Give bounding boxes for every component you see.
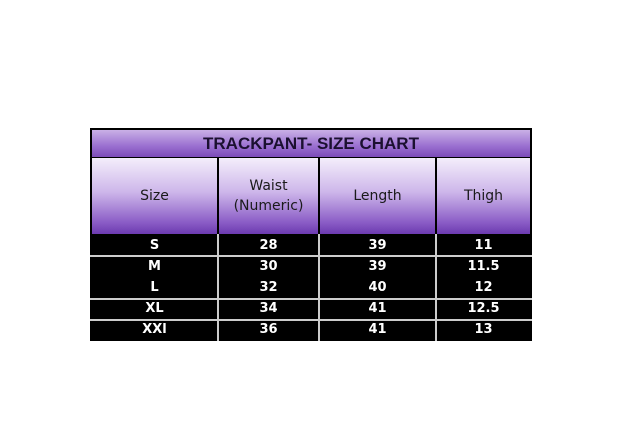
table-cell: 28 xyxy=(259,238,278,253)
table-cell: L xyxy=(150,280,159,295)
table-cell: 13 xyxy=(474,322,493,337)
table-cell: 39 xyxy=(368,259,387,274)
header-size: Size xyxy=(92,158,217,234)
table-cell: 39 xyxy=(368,238,387,253)
header-length: Length xyxy=(320,158,435,234)
table-title: TRACKPANT- SIZE CHART xyxy=(92,130,530,157)
header-waist-line2: (Numeric) xyxy=(233,198,304,214)
size-chart-table: TRACKPANT- SIZE CHART Size Waist (Numeric… xyxy=(90,128,532,341)
header-waist-line1: Waist xyxy=(249,178,288,194)
row-divider xyxy=(90,319,532,321)
table-cell: 41 xyxy=(368,322,387,337)
row-divider xyxy=(90,298,532,300)
table-cell: 12 xyxy=(474,280,493,295)
table-cell: 12.5 xyxy=(467,301,500,316)
header-thigh: Thigh xyxy=(437,158,530,234)
table-cell: 41 xyxy=(368,301,387,316)
table-cell: 40 xyxy=(368,280,387,295)
column-divider xyxy=(318,234,320,341)
table-cell: 36 xyxy=(259,322,278,337)
table-cell: XXl xyxy=(142,322,167,337)
table-cell: 32 xyxy=(259,280,278,295)
table-cell: S xyxy=(149,238,160,253)
table-cell: 11 xyxy=(474,238,493,253)
row-divider xyxy=(90,255,532,257)
column-divider xyxy=(217,234,219,341)
table-cell: 11.5 xyxy=(467,259,500,274)
table-cell: 30 xyxy=(259,259,278,274)
table-cell: M xyxy=(148,259,161,274)
header-waist: Waist (Numeric) xyxy=(219,158,318,234)
table-cell: 34 xyxy=(259,301,278,316)
table-cell: XL xyxy=(145,301,164,316)
column-divider xyxy=(435,234,437,341)
